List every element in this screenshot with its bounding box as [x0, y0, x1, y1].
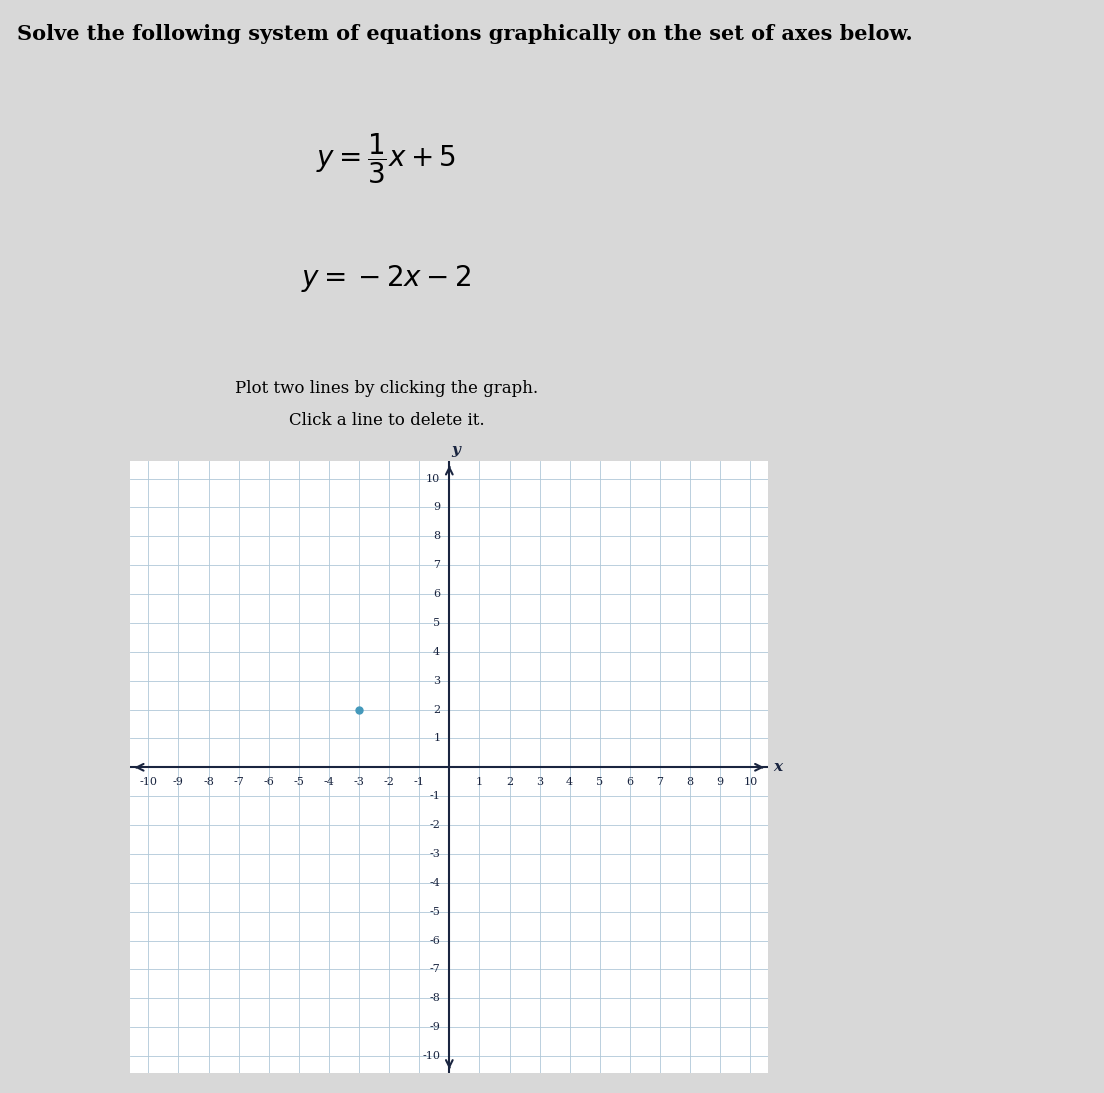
Text: 10: 10 — [426, 473, 440, 483]
Text: -4: -4 — [323, 777, 335, 787]
Text: Solve the following system of equations graphically on the set of axes below.: Solve the following system of equations … — [17, 24, 912, 44]
Text: -1: -1 — [414, 777, 425, 787]
Text: -6: -6 — [429, 936, 440, 945]
Text: 2: 2 — [433, 705, 440, 715]
Text: 4: 4 — [433, 647, 440, 657]
Text: Click a line to delete it.: Click a line to delete it. — [288, 412, 485, 430]
Text: -9: -9 — [173, 777, 184, 787]
Text: -6: -6 — [263, 777, 274, 787]
Text: -5: -5 — [429, 907, 440, 917]
Text: -2: -2 — [384, 777, 394, 787]
Text: 4: 4 — [566, 777, 573, 787]
Text: 5: 5 — [433, 618, 440, 627]
Text: 6: 6 — [433, 589, 440, 599]
Text: 8: 8 — [687, 777, 693, 787]
Text: 1: 1 — [476, 777, 482, 787]
Text: y: y — [450, 443, 459, 457]
Text: 7: 7 — [657, 777, 664, 787]
Text: 7: 7 — [433, 561, 440, 571]
Text: -7: -7 — [233, 777, 244, 787]
Text: 3: 3 — [537, 777, 543, 787]
Text: -3: -3 — [429, 849, 440, 859]
Text: Plot two lines by clicking the graph.: Plot two lines by clicking the graph. — [235, 379, 538, 397]
Text: 5: 5 — [596, 777, 604, 787]
Text: x: x — [773, 761, 782, 774]
Text: 1: 1 — [433, 733, 440, 743]
Text: -3: -3 — [353, 777, 364, 787]
Text: -9: -9 — [429, 1022, 440, 1032]
Text: -1: -1 — [429, 791, 440, 801]
Text: 9: 9 — [433, 503, 440, 513]
Text: 8: 8 — [433, 531, 440, 541]
Text: $y = \dfrac{1}{3}x + 5$: $y = \dfrac{1}{3}x + 5$ — [317, 131, 456, 186]
Text: -8: -8 — [429, 994, 440, 1003]
Text: -4: -4 — [429, 878, 440, 888]
Text: 3: 3 — [433, 675, 440, 685]
Text: $y = -2x - 2$: $y = -2x - 2$ — [301, 263, 471, 294]
Text: -5: -5 — [294, 777, 305, 787]
Text: -8: -8 — [203, 777, 214, 787]
Text: -2: -2 — [429, 820, 440, 830]
Text: -10: -10 — [423, 1051, 440, 1061]
Text: 10: 10 — [743, 777, 757, 787]
Text: -10: -10 — [139, 777, 158, 787]
Text: 9: 9 — [716, 777, 724, 787]
Text: 2: 2 — [506, 777, 513, 787]
Text: 6: 6 — [626, 777, 634, 787]
Text: -7: -7 — [429, 964, 440, 974]
